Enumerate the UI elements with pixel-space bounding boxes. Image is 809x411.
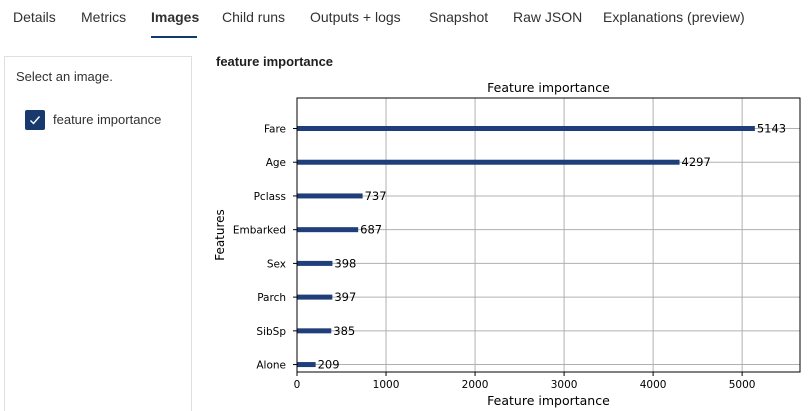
bar [297,328,332,334]
bar [297,193,363,199]
bar-value-label: 687 [360,223,382,237]
panel-prompt: Select an image. [16,69,113,84]
feature-importance-chart: 5143 Fare 4297 Age 737 Pclass 687 Embarked 398 Se… [213,80,801,408]
y-tick-label: Pclass [254,191,286,203]
active-tab-indicator [151,36,197,38]
plot-frame [296,97,801,373]
y-tick-label: Sex [267,258,286,270]
chart-title: Feature importance [487,80,610,95]
tab-snapshot[interactable]: Snapshot [429,9,489,25]
tab-raw-json[interactable]: Raw JSON [513,9,583,25]
y-tick-label: Embarked [233,225,286,237]
tab-metrics[interactable]: Metrics [81,9,127,25]
bar-value-label: 398 [334,256,356,270]
x-tick-label: 5000 [729,379,756,391]
tab-details[interactable]: Details [13,9,56,25]
bar [297,294,333,300]
bar [297,159,680,165]
bar [297,126,755,131]
bar [297,227,359,233]
tab-images[interactable]: Images [151,9,200,25]
tab-child-runs[interactable]: Child runs [222,9,286,25]
x-tick-label: 3000 [551,379,578,391]
bar-value-label: 5143 [757,122,786,136]
image-item-label: feature importance [53,112,162,127]
x-axis-label: Feature importance [487,393,610,408]
y-axis-label: Features [213,209,227,261]
bar [297,362,316,368]
bar-value-label: 209 [318,358,340,372]
image-list-item[interactable]: feature importance [23,109,183,133]
x-tick-label: 0 [294,379,301,391]
tab-explanations[interactable]: Explanations (preview) [603,9,745,25]
x-tick-label: 2000 [462,379,489,391]
checkmark-icon [30,116,41,125]
y-tick-label: Parch [257,292,286,304]
bar-value-label: 397 [334,290,356,304]
bar [297,260,333,266]
y-tick-label: Age [266,157,286,169]
image-checkbox[interactable] [25,110,45,130]
bar-value-label: 737 [365,189,387,203]
y-tick-label: Fare [264,124,286,136]
y-tick-label: SibSp [256,326,286,338]
x-tick-label: 1000 [373,379,400,391]
bar-value-label: 385 [333,324,355,338]
image-title: feature importance [216,54,334,69]
image-list-panel: Select an image. feature importance [4,56,192,411]
tab-outputs-logs[interactable]: Outputs + logs [310,9,401,25]
run-tabs: Details Metrics Images Child runs Output… [0,0,809,40]
x-tick-label: 4000 [640,379,667,391]
bar-value-label: 4297 [682,155,711,169]
y-tick-label: Alone [256,360,286,372]
